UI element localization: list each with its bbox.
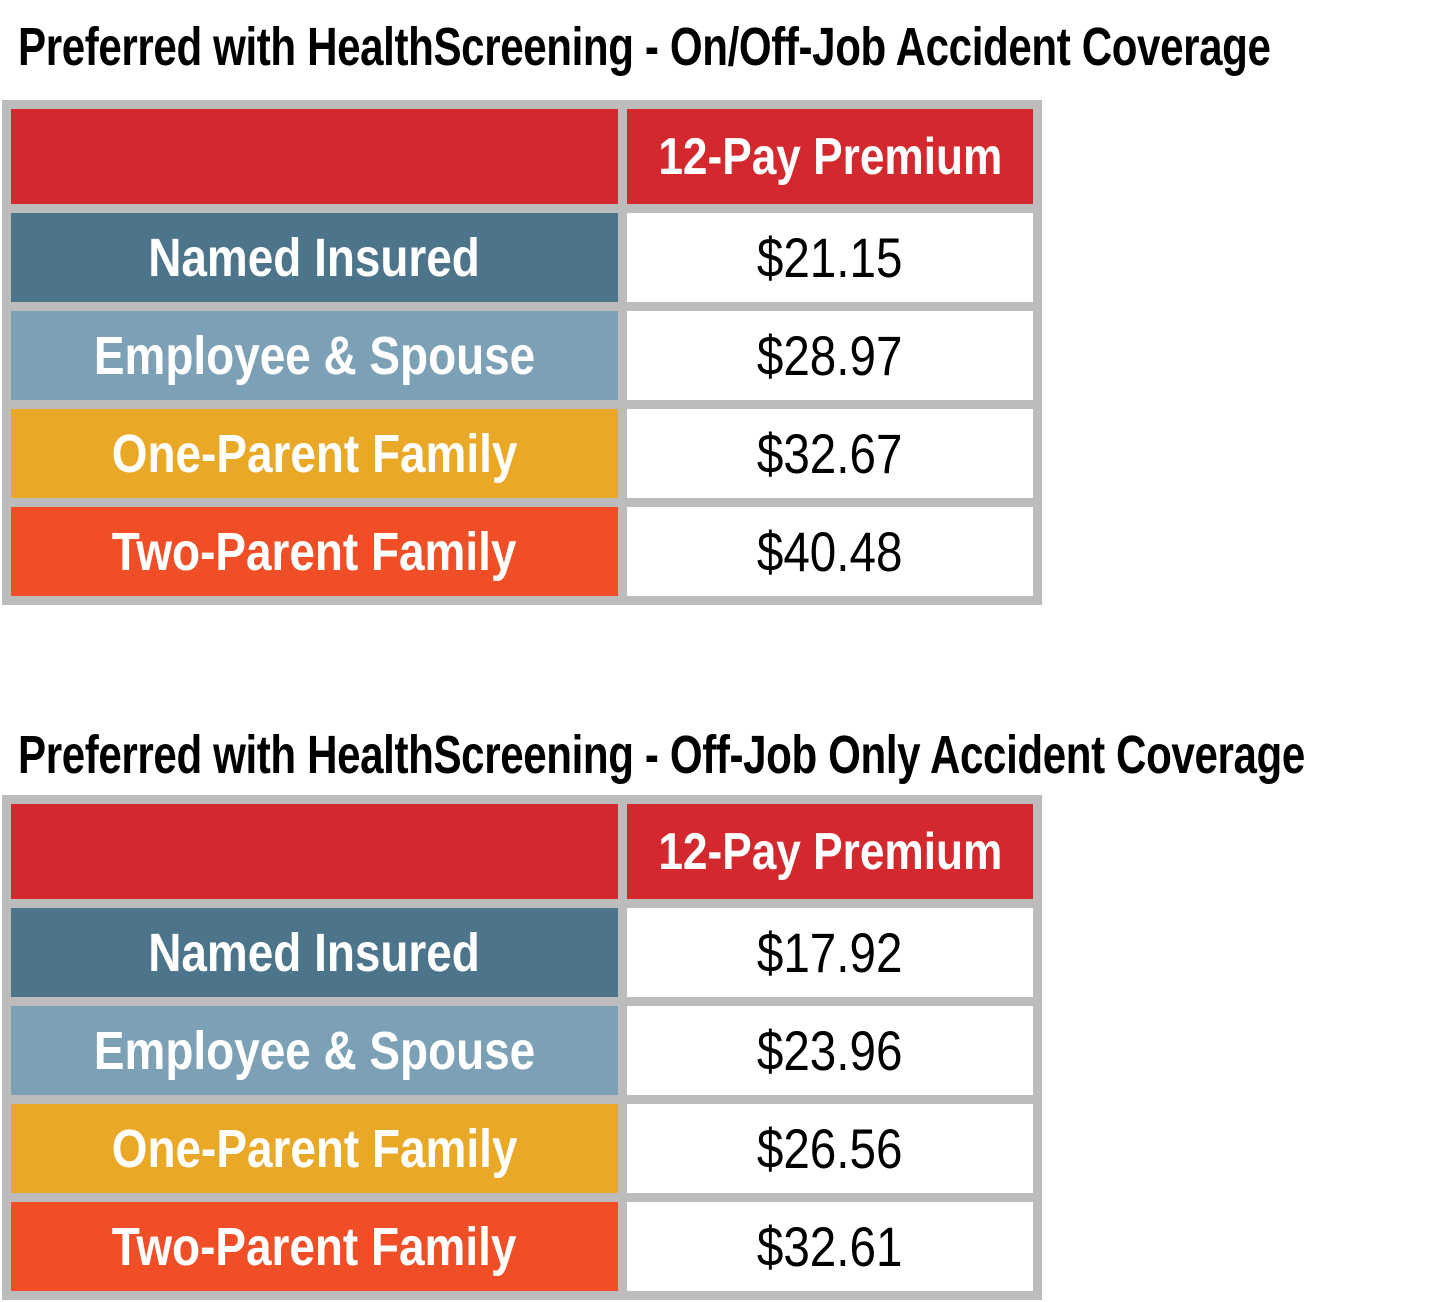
table2-row-one-parent-label: One-Parent Family [11, 1104, 618, 1193]
table2-row-employee-spouse-value: $23.96 [627, 1006, 1033, 1095]
table1-row-named-insured-value: $21.15 [627, 213, 1033, 302]
table2-row-named-insured-value: $17.92 [627, 908, 1033, 997]
table2-title: Preferred with HealthScreening - Off-Job… [18, 724, 1443, 786]
table1-title-text: Preferred with HealthScreening - On/Off-… [18, 17, 1271, 77]
table1-row-employee-spouse-label: Employee & Spouse [11, 311, 618, 400]
table2-row-named-insured-label: Named Insured [11, 908, 618, 997]
table2-title-text: Preferred with HealthScreening - Off-Job… [18, 725, 1305, 785]
table1-row-employee-spouse-value: $28.97 [627, 311, 1033, 400]
table1-row-named-insured-label: Named Insured [11, 213, 618, 302]
table2-header-premium-label: 12-Pay Premium [658, 822, 1002, 881]
table1-row-one-parent-value: $32.67 [627, 409, 1033, 498]
table2-row-one-parent-value: $26.56 [627, 1104, 1033, 1193]
rate-table-off-job-only: 12-Pay Premium Named Insured $17.92 Empl… [2, 795, 1042, 1300]
table1-header-premium-cell: 12-Pay Premium [627, 109, 1033, 204]
table1-title: Preferred with HealthScreening - On/Off-… [18, 16, 1443, 78]
rate-table-on-off-job: 12-Pay Premium Named Insured $21.15 Empl… [2, 100, 1042, 605]
table2-row-employee-spouse-label: Employee & Spouse [11, 1006, 618, 1095]
table1-header-premium-label: 12-Pay Premium [658, 127, 1002, 186]
table2-row-two-parent-label: Two-Parent Family [11, 1202, 618, 1291]
table1-row-two-parent-value: $40.48 [627, 507, 1033, 596]
table2-header-label-cell [11, 804, 618, 899]
table1-row-one-parent-label: One-Parent Family [11, 409, 618, 498]
table1-row-two-parent-label: Two-Parent Family [11, 507, 618, 596]
table2-header-premium-cell: 12-Pay Premium [627, 804, 1033, 899]
table2-row-two-parent-value: $32.61 [627, 1202, 1033, 1291]
table1-header-label-cell [11, 109, 618, 204]
